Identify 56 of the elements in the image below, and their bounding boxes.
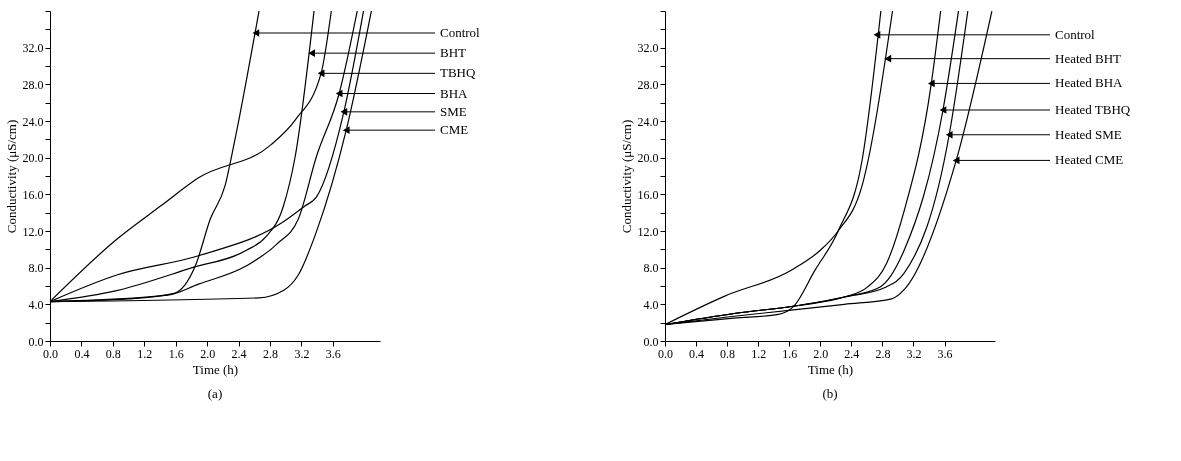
x-tick-label: 2.4 xyxy=(231,346,247,361)
y-tick-label: 0.0 xyxy=(28,334,44,349)
x-tick-label: 0.4 xyxy=(689,346,705,361)
annotation: CME xyxy=(440,122,469,138)
x-tick-label: 2.8 xyxy=(875,346,891,361)
x-axis-title: Time (h) xyxy=(192,361,239,377)
x-tick-label: 0.0 xyxy=(43,346,58,361)
y-tick-label: 20.0 xyxy=(637,151,659,166)
y-tick-label: 32.0 xyxy=(22,41,44,56)
x-tick-label: 2.0 xyxy=(200,346,216,361)
annotation: Heated TBHQ xyxy=(1055,102,1131,117)
annotation: Heated SME xyxy=(1055,126,1122,142)
x-tick-label: 3.6 xyxy=(937,346,953,361)
annotation: Heated BHT xyxy=(1055,50,1122,66)
x-tick-label: 0.8 xyxy=(720,346,736,361)
y-tick-label: 12.0 xyxy=(22,224,44,239)
x-tick-label: 1.2 xyxy=(751,346,767,361)
y-tick-label: 24.0 xyxy=(637,114,659,129)
y-tick-label: 16.0 xyxy=(22,187,44,202)
x-tick-label: 0.4 xyxy=(74,346,90,361)
x-axis-title: Time (h) xyxy=(807,361,854,377)
x-tick-label: 2.8 xyxy=(263,346,278,361)
x-tick-label: 2.0 xyxy=(813,346,829,361)
annotation: BHA xyxy=(440,85,469,101)
x-tick-label: 1.6 xyxy=(168,346,184,361)
y-tick-label: 4.0 xyxy=(28,297,44,312)
y-axis-title: Conductivity (μS/cm) xyxy=(3,119,19,234)
x-tick-label: 3.6 xyxy=(325,346,341,361)
annotation: Control xyxy=(1055,26,1096,42)
annotation: Control xyxy=(440,25,481,40)
annotation: TBHQ xyxy=(440,65,476,81)
annotation: SME xyxy=(440,103,467,119)
y-tick-label: 0.0 xyxy=(643,334,659,349)
y-axis-title: Conductivity (μS/cm) xyxy=(618,119,634,234)
y-tick-label: 24.0 xyxy=(22,114,44,129)
y-tick-label: 12.0 xyxy=(637,224,659,239)
x-tick-label: 3.2 xyxy=(294,346,310,361)
y-tick-label: 28.0 xyxy=(22,77,44,92)
y-tick-label: 4.0 xyxy=(643,297,659,312)
x-tick-label: 0.0 xyxy=(658,346,673,361)
y-tick-label: 20.0 xyxy=(22,151,44,166)
y-tick-label: 8.0 xyxy=(28,261,44,276)
y-tick-label: 28.0 xyxy=(637,77,659,92)
x-tick-label: 2.4 xyxy=(844,346,860,361)
text: (b) xyxy=(822,386,838,401)
annotation: Heated CME xyxy=(1055,152,1124,168)
x-tick-label: 1.2 xyxy=(137,346,153,361)
x-tick-label: 1.6 xyxy=(782,346,798,361)
y-tick-label: 8.0 xyxy=(643,261,659,276)
x-tick-label: 3.2 xyxy=(906,346,922,361)
annotation: Heated BHA xyxy=(1055,75,1124,91)
annotation: BHT xyxy=(440,45,467,61)
y-tick-label: 16.0 xyxy=(637,187,659,202)
x-tick-label: 0.8 xyxy=(105,346,121,361)
text: (a) xyxy=(207,386,223,401)
y-tick-label: 32.0 xyxy=(637,41,659,56)
